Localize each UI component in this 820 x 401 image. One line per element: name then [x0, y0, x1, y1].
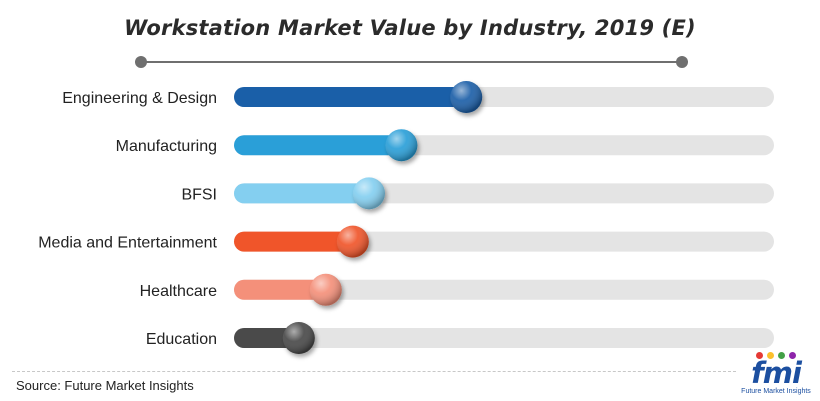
bar-knob-highlight-education — [282, 322, 315, 354]
logo-subtitle: Future Market Insights — [741, 388, 811, 395]
bar-track-education — [234, 328, 774, 348]
chart-title: Workstation Market Value by Industry, 20… — [124, 16, 696, 40]
title-underline — [141, 61, 683, 63]
bar-row-manufacturing: Manufacturing — [116, 129, 774, 162]
bar-fill-engineering-and-design — [234, 87, 467, 107]
bar-fill-media-and-entertainment — [234, 231, 353, 252]
bar-knob-highlight-healthcare — [309, 273, 342, 306]
logo-text: fmi — [751, 356, 802, 390]
category-label-healthcare: Healthcare — [140, 283, 217, 300]
bar-fill-bfsi — [234, 183, 369, 204]
bar-fill-education — [234, 328, 299, 348]
bar-knob-highlight-manufacturing — [385, 129, 418, 162]
bar-track-healthcare — [234, 279, 774, 300]
bar-knob-highlight-engineering-and-design — [450, 81, 483, 113]
category-label-media-and-entertainment: Media and Entertainment — [38, 235, 217, 252]
bar-fill-healthcare — [234, 279, 326, 300]
category-label-engineering-and-design: Engineering & Design — [62, 90, 217, 107]
bar-row-engineering-and-design: Engineering & Design — [62, 81, 774, 113]
bar-fill-manufacturing — [234, 135, 402, 156]
bar-knob-highlight-bfsi — [353, 177, 385, 210]
category-label-manufacturing: Manufacturing — [116, 138, 217, 155]
source-note: Source: Future Market Insights — [16, 378, 194, 393]
title-underline-left-dot — [135, 56, 147, 68]
category-label-bfsi: BFSI — [181, 186, 217, 203]
fmi-logo: fmi Future Market Insights — [738, 352, 814, 398]
bar-row-media-and-entertainment: Media and Entertainment — [38, 225, 774, 258]
title-underline-right-dot — [676, 56, 688, 68]
bar-knob-highlight-media-and-entertainment — [336, 225, 369, 258]
source-divider — [12, 371, 736, 372]
bar-track-media-and-entertainment — [234, 231, 774, 252]
category-label-education: Education — [146, 331, 217, 348]
bar-row-healthcare: Healthcare — [140, 273, 774, 306]
bar-row-bfsi: BFSI — [181, 177, 774, 210]
bar-row-education: Education — [146, 322, 774, 354]
